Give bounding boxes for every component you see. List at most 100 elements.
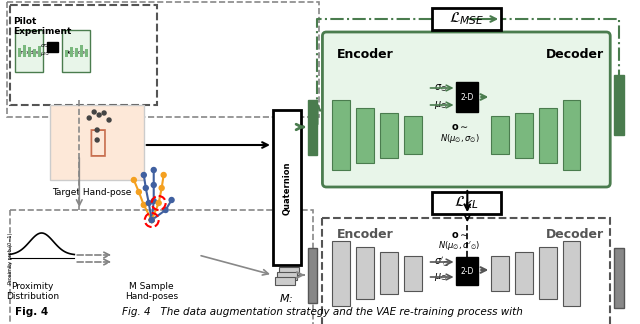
- Bar: [563, 100, 580, 170]
- Circle shape: [87, 116, 92, 120]
- Bar: [33, 49, 36, 57]
- Bar: [80, 45, 83, 57]
- Circle shape: [141, 172, 147, 178]
- Text: $\mathbf{o}\sim$: $\mathbf{o}\sim$: [451, 230, 468, 240]
- Text: $\mathcal{L}_{MSE}$: $\mathcal{L}_{MSE}$: [449, 11, 484, 27]
- Bar: [65, 50, 68, 57]
- Text: $\mathbf{o}\sim$: $\mathbf{o}\sim$: [451, 122, 468, 132]
- Bar: [308, 248, 317, 303]
- Bar: [70, 47, 74, 57]
- Text: Decoder: Decoder: [546, 228, 604, 241]
- Text: 2-D: 2-D: [461, 267, 474, 275]
- Text: Decoder: Decoder: [546, 48, 604, 61]
- Circle shape: [97, 113, 101, 117]
- Bar: [76, 48, 78, 57]
- Bar: [491, 116, 509, 154]
- Bar: [18, 48, 20, 57]
- Circle shape: [143, 186, 148, 191]
- Text: $\mu_\emptyset$: $\mu_\emptyset$: [40, 50, 49, 58]
- FancyBboxPatch shape: [323, 32, 610, 187]
- Circle shape: [169, 198, 174, 202]
- Circle shape: [151, 182, 156, 188]
- Text: ✋: ✋: [88, 129, 106, 157]
- Circle shape: [107, 118, 111, 122]
- Circle shape: [149, 217, 154, 223]
- Text: Encoder: Encoder: [337, 228, 394, 241]
- Circle shape: [136, 190, 141, 194]
- Bar: [308, 100, 317, 155]
- Circle shape: [151, 199, 156, 203]
- Circle shape: [161, 172, 166, 178]
- Bar: [28, 47, 31, 57]
- Bar: [614, 75, 624, 135]
- Text: Target Hand-pose: Target Hand-pose: [52, 188, 132, 197]
- Text: $\mathcal{L}_{KL}$: $\mathcal{L}_{KL}$: [454, 195, 479, 211]
- Bar: [614, 248, 624, 308]
- Bar: [356, 108, 374, 163]
- Bar: [515, 252, 533, 294]
- Circle shape: [149, 217, 154, 223]
- Bar: [332, 241, 350, 306]
- Bar: [456, 82, 478, 112]
- Circle shape: [147, 201, 151, 205]
- Bar: [563, 241, 580, 306]
- Circle shape: [149, 217, 154, 223]
- Text: Fig. 4: Fig. 4: [15, 307, 48, 317]
- Circle shape: [151, 168, 156, 172]
- Circle shape: [159, 186, 164, 191]
- Bar: [404, 256, 422, 291]
- Bar: [279, 267, 299, 275]
- Circle shape: [149, 217, 154, 223]
- Bar: [404, 116, 422, 154]
- Bar: [515, 113, 533, 158]
- Circle shape: [149, 217, 154, 223]
- Circle shape: [141, 202, 147, 207]
- Circle shape: [156, 201, 161, 205]
- Text: $\sigma_\emptyset$: $\sigma_\emptyset$: [433, 82, 447, 94]
- Bar: [7, 2, 319, 117]
- Circle shape: [102, 111, 106, 115]
- Bar: [332, 100, 350, 170]
- Bar: [85, 49, 88, 57]
- Bar: [456, 257, 478, 285]
- Bar: [539, 108, 557, 163]
- Bar: [380, 252, 398, 294]
- Bar: [63, 30, 90, 72]
- Text: Quaternion: Quaternion: [282, 161, 291, 215]
- Bar: [275, 277, 294, 285]
- Bar: [431, 8, 501, 30]
- Circle shape: [95, 138, 99, 142]
- Text: $\mu_\emptyset$: $\mu_\emptyset$: [433, 271, 447, 283]
- Text: Proximity
Distribution: Proximity Distribution: [6, 282, 60, 301]
- Bar: [356, 247, 374, 299]
- Bar: [23, 45, 26, 57]
- Text: $N(\mu_\emptyset,\sigma_\emptyset)$: $N(\mu_\emptyset,\sigma_\emptyset)$: [440, 132, 479, 145]
- Bar: [380, 113, 398, 158]
- Text: $\sigma'_\emptyset$: $\sigma'_\emptyset$: [433, 255, 450, 269]
- Bar: [49, 105, 144, 180]
- Text: $\mu_\emptyset$: $\mu_\emptyset$: [433, 99, 447, 111]
- Text: 2-D: 2-D: [461, 92, 474, 101]
- Circle shape: [92, 110, 96, 114]
- Text: $M$:: $M$:: [280, 292, 294, 304]
- Bar: [273, 110, 301, 265]
- Text: $N(\mu_\emptyset,\sigma'_\emptyset)$: $N(\mu_\emptyset,\sigma'_\emptyset)$: [438, 239, 481, 252]
- Text: Proximity prob.(0~1): Proximity prob.(0~1): [8, 232, 13, 284]
- Text: $\sigma_\emptyset$: $\sigma_\emptyset$: [40, 42, 49, 50]
- Text: Encoder: Encoder: [337, 48, 394, 61]
- Bar: [431, 192, 501, 214]
- Circle shape: [131, 178, 136, 182]
- Text: Decoder: Decoder: [65, 50, 88, 54]
- Text: Fig. 4   The data augmentation strategy and the VAE re-training process with: Fig. 4 The data augmentation strategy an…: [122, 307, 523, 317]
- Bar: [15, 30, 43, 72]
- Bar: [10, 210, 312, 324]
- Bar: [47, 42, 58, 52]
- Circle shape: [95, 128, 99, 132]
- Bar: [491, 256, 509, 291]
- Text: Pilot
Experiment: Pilot Experiment: [13, 17, 71, 36]
- Bar: [38, 46, 40, 57]
- Bar: [539, 247, 557, 299]
- Bar: [10, 5, 157, 105]
- Bar: [323, 218, 610, 324]
- Text: M Sample
Hand-poses: M Sample Hand-poses: [125, 282, 179, 301]
